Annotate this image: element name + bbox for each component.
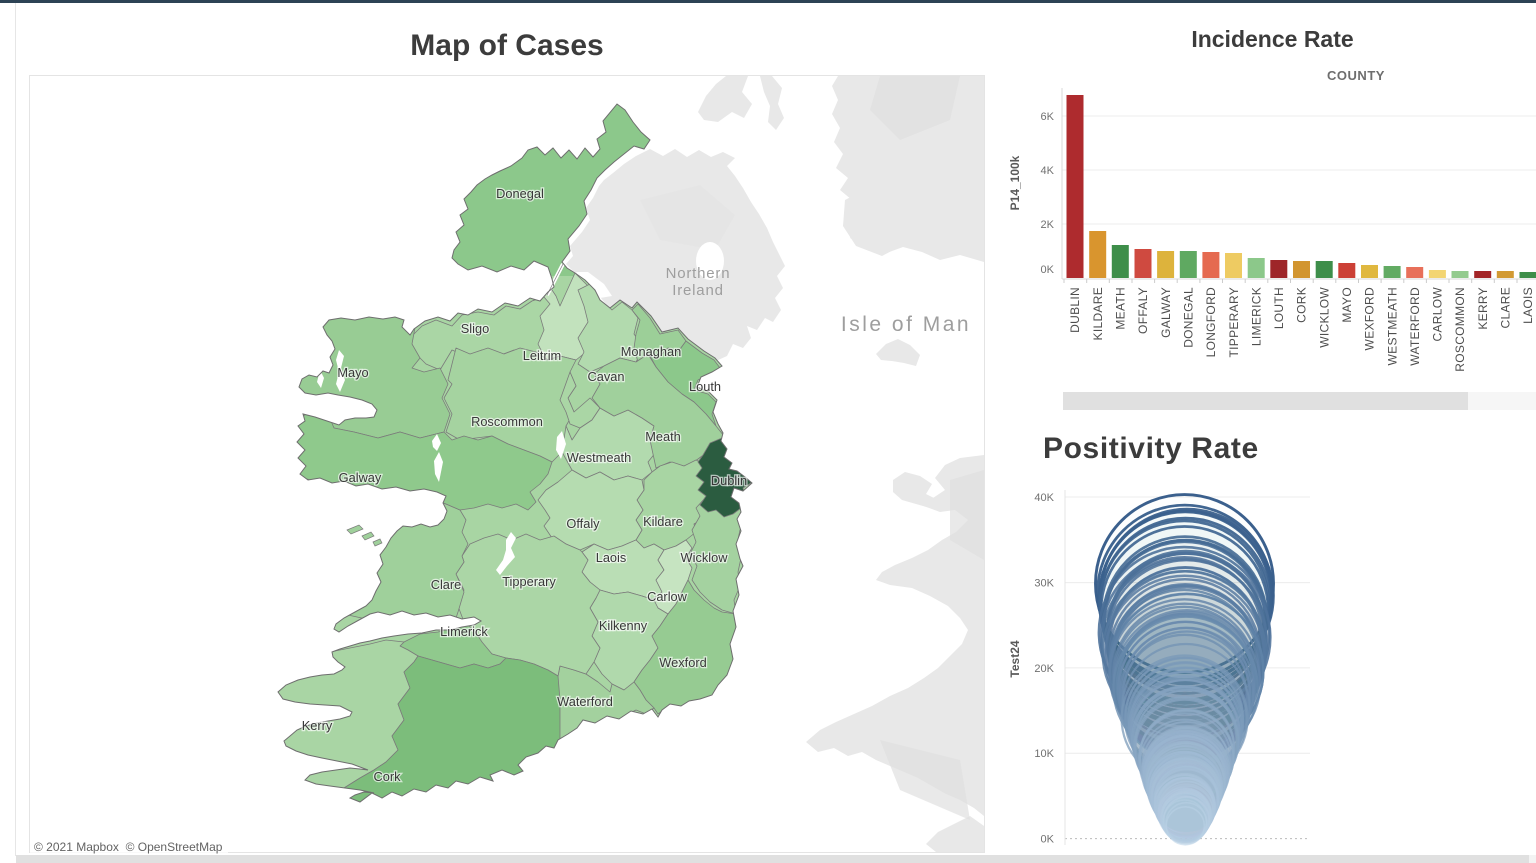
svg-text:WICKLOW: WICKLOW bbox=[1317, 287, 1331, 348]
svg-text:Offaly: Offaly bbox=[566, 516, 600, 531]
svg-text:Ireland: Ireland bbox=[672, 282, 723, 299]
svg-text:Cork: Cork bbox=[373, 769, 401, 784]
svg-text:Northern: Northern bbox=[666, 265, 731, 282]
svg-text:KILDARE: KILDARE bbox=[1091, 287, 1105, 340]
svg-text:Clare: Clare bbox=[431, 577, 462, 592]
svg-text:Test24: Test24 bbox=[1008, 640, 1022, 677]
svg-text:10K: 10K bbox=[1034, 748, 1054, 760]
svg-text:MAYO: MAYO bbox=[1340, 287, 1354, 323]
svg-text:DUBLIN: DUBLIN bbox=[1068, 287, 1082, 333]
svg-text:KERRY: KERRY bbox=[1476, 287, 1490, 330]
svg-text:Carlow: Carlow bbox=[647, 589, 688, 604]
svg-text:Kilkenny: Kilkenny bbox=[599, 618, 648, 633]
svg-text:LAOIS: LAOIS bbox=[1521, 287, 1535, 324]
svg-text:20K: 20K bbox=[1034, 663, 1054, 675]
svg-text:Leitrim: Leitrim bbox=[523, 348, 561, 363]
svg-text:Limerick: Limerick bbox=[440, 624, 488, 639]
svg-text:30K: 30K bbox=[1034, 578, 1054, 590]
svg-text:WESTMEATH: WESTMEATH bbox=[1385, 287, 1399, 365]
svg-text:2K: 2K bbox=[1041, 219, 1055, 231]
svg-text:Westmeath: Westmeath bbox=[567, 450, 631, 465]
svg-text:DONEGAL: DONEGAL bbox=[1182, 287, 1196, 348]
svg-text:CARLOW: CARLOW bbox=[1431, 287, 1445, 342]
svg-text:0K: 0K bbox=[1041, 264, 1055, 276]
svg-text:WEXFORD: WEXFORD bbox=[1363, 287, 1377, 350]
svg-text:Louth: Louth bbox=[689, 379, 721, 394]
svg-text:P14_100k: P14_100k bbox=[1008, 155, 1022, 210]
svg-text:Roscommon: Roscommon bbox=[471, 414, 543, 429]
svg-text:Laois: Laois bbox=[596, 550, 627, 565]
svg-text:Galway: Galway bbox=[339, 470, 382, 485]
svg-text:Waterford: Waterford bbox=[557, 694, 613, 709]
svg-text:40K: 40K bbox=[1034, 492, 1054, 504]
svg-text:Tipperary: Tipperary bbox=[502, 574, 556, 589]
svg-text:Cavan: Cavan bbox=[588, 369, 625, 384]
svg-text:ROSCOMMON: ROSCOMMON bbox=[1453, 287, 1467, 372]
svg-text:6K: 6K bbox=[1041, 111, 1055, 123]
svg-text:CLARE: CLARE bbox=[1499, 287, 1513, 329]
svg-text:Meath: Meath bbox=[645, 429, 681, 444]
svg-text:OFFALY: OFFALY bbox=[1136, 287, 1150, 334]
svg-text:Wexford: Wexford bbox=[659, 655, 706, 670]
svg-text:Mayo: Mayo bbox=[337, 365, 368, 380]
svg-text:LONGFORD: LONGFORD bbox=[1204, 287, 1218, 357]
svg-text:Wicklow: Wicklow bbox=[681, 550, 729, 565]
svg-text:GALWAY: GALWAY bbox=[1159, 287, 1173, 338]
svg-text:Sligo: Sligo bbox=[461, 321, 489, 336]
svg-text:Donegal: Donegal bbox=[496, 186, 544, 201]
svg-text:LOUTH: LOUTH bbox=[1272, 287, 1286, 329]
svg-text:MEATH: MEATH bbox=[1114, 287, 1128, 330]
svg-text:4K: 4K bbox=[1041, 165, 1055, 177]
svg-text:CORK: CORK bbox=[1295, 287, 1309, 323]
svg-text:Kildare: Kildare bbox=[643, 514, 683, 529]
svg-text:LIMERICK: LIMERICK bbox=[1249, 287, 1263, 346]
svg-text:Isle of Man: Isle of Man bbox=[841, 313, 971, 336]
svg-text:0K: 0K bbox=[1041, 834, 1055, 846]
svg-text:Monaghan: Monaghan bbox=[621, 344, 681, 359]
svg-text:Dublin: Dublin bbox=[711, 473, 747, 488]
svg-text:Kerry: Kerry bbox=[302, 718, 333, 733]
svg-text:TIPPERARY: TIPPERARY bbox=[1227, 287, 1241, 358]
svg-text:WATERFORD: WATERFORD bbox=[1408, 287, 1422, 366]
